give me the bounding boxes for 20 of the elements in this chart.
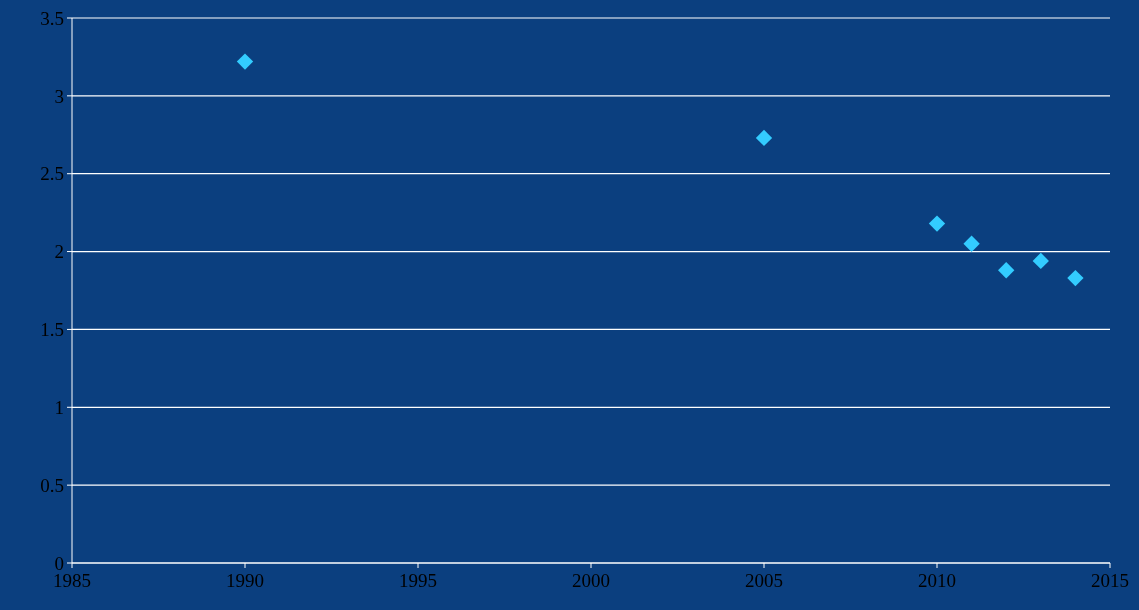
- y-tick-label: 0.5: [40, 474, 64, 496]
- x-tick-label: 1990: [226, 570, 264, 591]
- point: [928, 215, 946, 232]
- y-tick-label: 3.5: [40, 7, 64, 29]
- x-tick-label: 2000: [572, 570, 610, 591]
- y-tick-label: 1.5: [40, 319, 64, 341]
- point: [1067, 269, 1084, 287]
- x-tick-label: 2005: [745, 570, 783, 591]
- point: [755, 129, 773, 147]
- x-tick-label: 2015: [1091, 570, 1129, 591]
- point: [998, 262, 1015, 279]
- y-tick-label: 2: [54, 241, 64, 263]
- point: [1032, 252, 1049, 270]
- y-tick-label: 1: [54, 396, 64, 418]
- point: [963, 235, 980, 252]
- y-tick-label: 2.5: [40, 163, 64, 185]
- point: [236, 53, 254, 70]
- x-tick-label: 2010: [918, 570, 956, 591]
- x-tick-label: 1995: [399, 570, 437, 591]
- y-tick-label: 3: [54, 85, 64, 107]
